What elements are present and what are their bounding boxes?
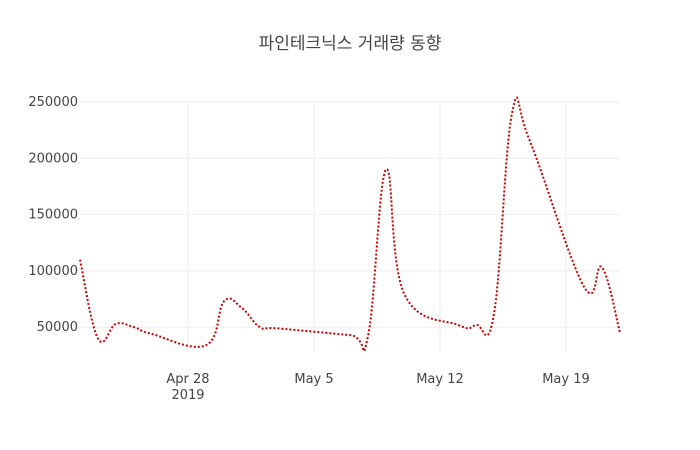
x-year-label: 2019 (171, 388, 204, 403)
x-axis-ticks: Apr 28 May 5 May 12 May 19 2019 (166, 372, 589, 403)
series-layer (79, 96, 621, 352)
y-axis-ticks: 50000 100000 150000 200000 250000 (28, 95, 78, 335)
series-line (79, 96, 621, 352)
y-tick-label: 150000 (28, 208, 78, 223)
chart-title: 파인테크닉스 거래량 동향 (259, 34, 442, 54)
x-tick-label: Apr 28 (166, 372, 209, 387)
y-tick-label: 200000 (28, 151, 78, 166)
y-tick-label: 250000 (28, 95, 78, 110)
x-tick-label: May 5 (294, 372, 333, 387)
y-tick-label: 50000 (37, 320, 78, 335)
x-tick-label: May 12 (416, 372, 464, 387)
x-tick-label: May 19 (542, 372, 590, 387)
grid-lines (80, 101, 620, 352)
y-tick-label: 100000 (28, 264, 78, 279)
